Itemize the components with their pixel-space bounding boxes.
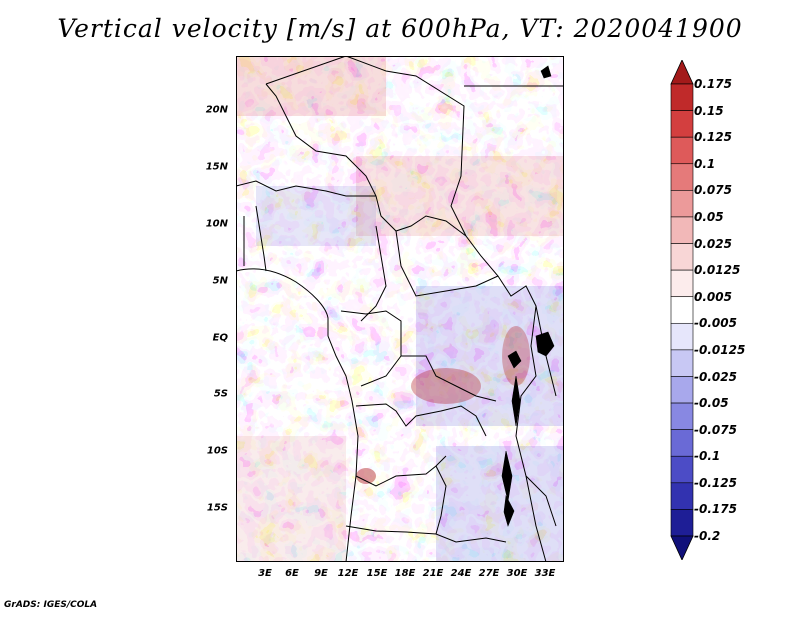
- colorbar-segment: [670, 429, 694, 457]
- colorbar-segment: [670, 269, 694, 298]
- colorbar-segment: [670, 482, 694, 510]
- colorbar-segment: [670, 110, 694, 138]
- map-plot-area: [236, 56, 564, 562]
- lat-label-eq: EQ: [212, 332, 228, 344]
- colorbar-segment: [670, 509, 694, 537]
- colorbar-max-arrow: [670, 60, 694, 85]
- colorbar-label: 0.1: [694, 156, 716, 171]
- lon-label-18e: 18E: [394, 568, 416, 579]
- lat-label-5s: 5S: [213, 388, 228, 400]
- colorbar-segment: [670, 402, 694, 430]
- lon-label-33e: 33E: [534, 568, 556, 579]
- colorbar-segment: [670, 322, 694, 351]
- lon-label-27e: 27E: [478, 568, 500, 579]
- lat-label-15n: 15N: [205, 161, 228, 173]
- colorbar-segment: [670, 163, 694, 191]
- lon-label-15e: 15E: [366, 568, 388, 579]
- credit-text: GrADS: IGES/COLA: [4, 600, 98, 610]
- lon-label-3e: 3E: [258, 568, 272, 579]
- vertical-velocity-map: [236, 56, 564, 562]
- colorbar-label: 0.15: [694, 103, 724, 118]
- lon-label-21e: 21E: [422, 568, 444, 579]
- lon-label-9e: 9E: [314, 568, 328, 579]
- colorbar-label: -0.005: [694, 316, 737, 331]
- colorbar-segment: [670, 136, 694, 165]
- lon-label-6e: 6E: [285, 568, 299, 579]
- colorbar-label: 0.125: [694, 130, 732, 145]
- lon-label-30e: 30E: [506, 568, 528, 579]
- lat-label-10s: 10S: [206, 445, 228, 457]
- lakes: [501, 65, 555, 527]
- colorbar-label: -0.175: [694, 502, 737, 517]
- colorbar-segment: [670, 455, 694, 484]
- colorbar-label: -0.2: [694, 529, 721, 543]
- colorbar-label: 0.005: [694, 289, 732, 304]
- colorbar-label: 0.05: [694, 209, 724, 224]
- colorbar-label: 0.075: [694, 183, 732, 198]
- lon-label-24e: 24E: [450, 568, 472, 579]
- colorbar-label: 0.175: [694, 77, 732, 91]
- colorbar-label: -0.05: [694, 396, 729, 411]
- colorbar-segment: [670, 296, 694, 324]
- colorbar-label: 0.0125: [694, 263, 741, 278]
- lat-label-10n: 10N: [205, 218, 228, 230]
- country-borders: [236, 56, 564, 562]
- lat-label-15s: 15S: [206, 502, 228, 514]
- colorbar: [670, 60, 694, 560]
- colorbar-label: -0.025: [694, 369, 737, 384]
- lat-label-5n: 5N: [212, 275, 228, 287]
- colorbar-label: -0.1: [694, 449, 721, 464]
- colorbar-label: -0.125: [694, 475, 737, 490]
- colorbar-segment: [670, 83, 694, 111]
- colorbar-min-arrow: [670, 535, 694, 560]
- lat-label-20n: 20N: [205, 104, 228, 116]
- colorbar-segment: [670, 349, 694, 377]
- colorbar-segment: [670, 243, 694, 271]
- colorbar-segment: [670, 376, 694, 404]
- colorbar-label: -0.075: [694, 422, 737, 437]
- colorbar-segment: [670, 216, 694, 244]
- colorbar-segment: [670, 190, 694, 218]
- map-border: [236, 56, 564, 562]
- map-title: Vertical velocity [m/s] at 600hPa, VT: 2…: [57, 14, 743, 43]
- colorbar-label: 0.025: [694, 236, 732, 251]
- lon-label-12e: 12E: [337, 568, 359, 579]
- colorbar-label: -0.0125: [694, 342, 746, 357]
